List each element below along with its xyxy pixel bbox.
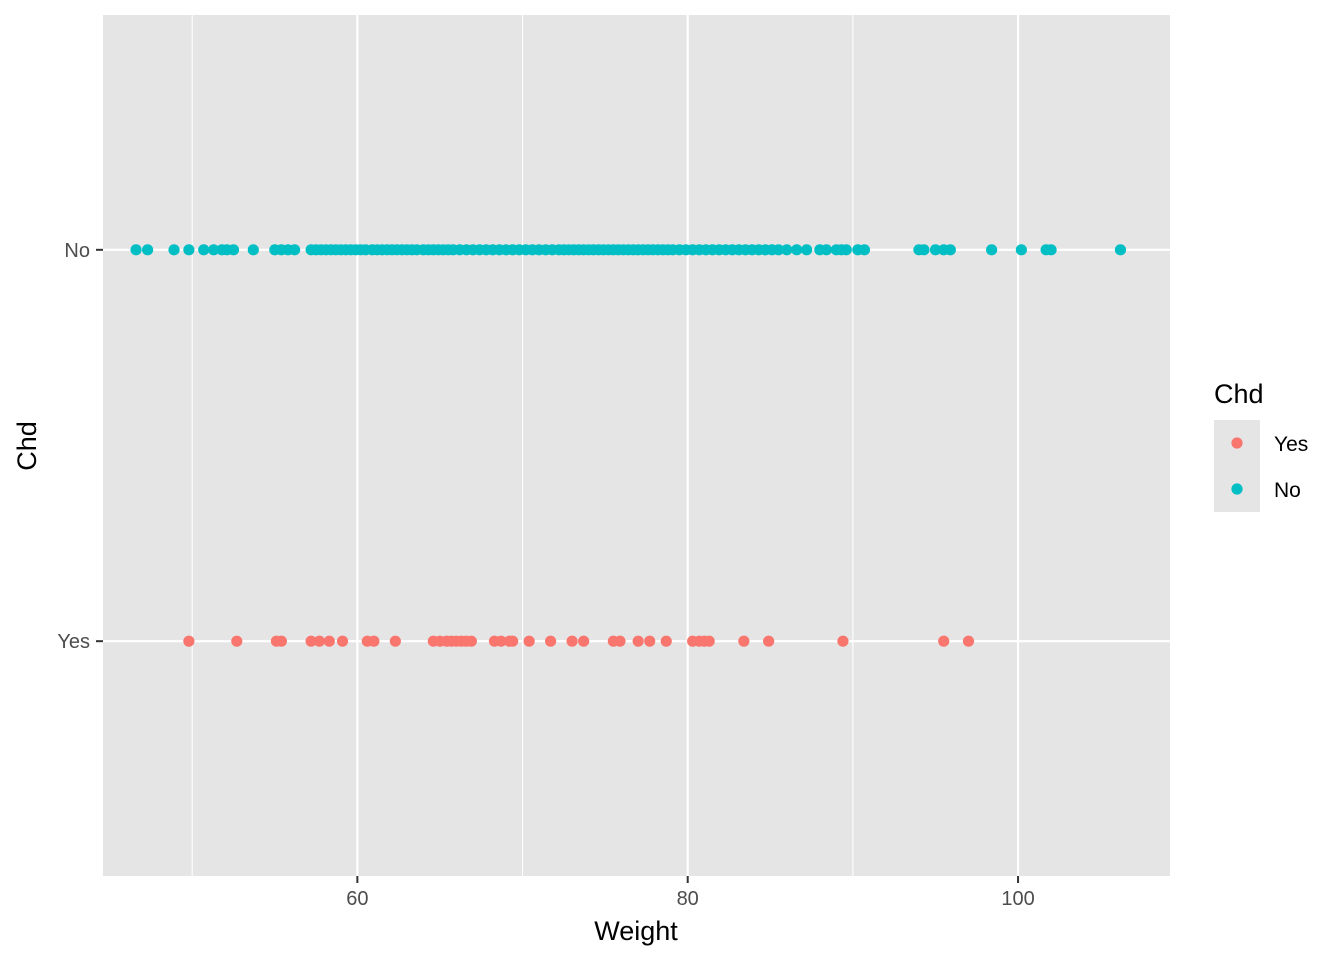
data-point-no bbox=[168, 244, 180, 256]
data-point-yes bbox=[323, 635, 335, 647]
legend-key-no bbox=[1231, 483, 1243, 495]
data-point-yes bbox=[962, 635, 975, 647]
y-axis-title: Chd bbox=[12, 421, 42, 471]
legend-label-yes: Yes bbox=[1274, 433, 1308, 456]
x-tick-label: 100 bbox=[1001, 888, 1034, 910]
data-point-yes bbox=[837, 635, 849, 647]
data-point-no bbox=[247, 244, 259, 256]
x-axis-title: Weight bbox=[594, 916, 678, 946]
data-point-no bbox=[130, 244, 142, 256]
data-point-yes bbox=[738, 635, 750, 647]
data-point-no bbox=[772, 244, 785, 256]
data-point-no bbox=[141, 244, 154, 256]
legend-key-yes bbox=[1231, 437, 1243, 449]
data-point-yes bbox=[231, 635, 243, 647]
data-point-no bbox=[929, 244, 942, 256]
data-point-yes bbox=[313, 635, 325, 647]
data-point-yes bbox=[938, 635, 950, 647]
data-point-yes bbox=[368, 635, 380, 647]
data-point-yes bbox=[763, 635, 775, 647]
data-point-no bbox=[1015, 244, 1027, 256]
data-point-yes bbox=[632, 635, 644, 647]
data-point-no bbox=[198, 244, 210, 256]
data-point-yes bbox=[703, 635, 715, 647]
data-point-yes bbox=[644, 635, 656, 647]
plot-panel bbox=[103, 15, 1170, 876]
y-tick-label: No bbox=[64, 240, 90, 262]
data-point-no bbox=[986, 244, 998, 256]
data-point-yes bbox=[660, 635, 672, 647]
data-point-yes bbox=[545, 635, 557, 647]
data-point-no bbox=[1114, 244, 1127, 256]
data-point-yes bbox=[465, 635, 477, 647]
data-point-no bbox=[288, 244, 301, 256]
legend-title: Chd bbox=[1214, 379, 1264, 409]
legend-key-background bbox=[1214, 420, 1260, 512]
data-point-no bbox=[791, 244, 803, 256]
legend-label-no: No bbox=[1274, 479, 1301, 502]
data-point-no bbox=[801, 244, 813, 256]
data-point-yes bbox=[275, 635, 287, 647]
y-tick-label: Yes bbox=[57, 631, 90, 653]
data-point-yes bbox=[495, 635, 507, 647]
data-point-yes bbox=[578, 635, 590, 647]
data-point-yes bbox=[183, 635, 195, 647]
data-point-no bbox=[840, 244, 852, 256]
data-point-yes bbox=[614, 635, 626, 647]
minor-gridlines bbox=[191, 15, 854, 876]
data-point-yes bbox=[305, 635, 317, 647]
data-point-no bbox=[781, 244, 793, 256]
data-point-no bbox=[858, 244, 871, 256]
data-point-yes bbox=[507, 635, 519, 647]
x-axis: 60 80 100 bbox=[346, 876, 1035, 910]
data-point-yes bbox=[523, 635, 535, 647]
data-point-no bbox=[918, 244, 930, 256]
data-point-no bbox=[208, 244, 220, 256]
x-tick-label: 80 bbox=[677, 888, 699, 910]
data-point-yes bbox=[336, 635, 349, 647]
y-axis: Yes No bbox=[57, 240, 103, 653]
legend: Chd Yes No bbox=[1214, 379, 1308, 512]
data-points bbox=[130, 244, 1127, 647]
data-point-yes bbox=[566, 635, 578, 647]
data-point-no bbox=[227, 244, 240, 256]
data-point-no bbox=[944, 244, 956, 256]
x-tick-label: 60 bbox=[346, 888, 368, 910]
data-point-no bbox=[183, 244, 195, 256]
data-point-no bbox=[820, 244, 833, 256]
data-point-no bbox=[1045, 244, 1057, 256]
data-point-yes bbox=[389, 635, 401, 647]
